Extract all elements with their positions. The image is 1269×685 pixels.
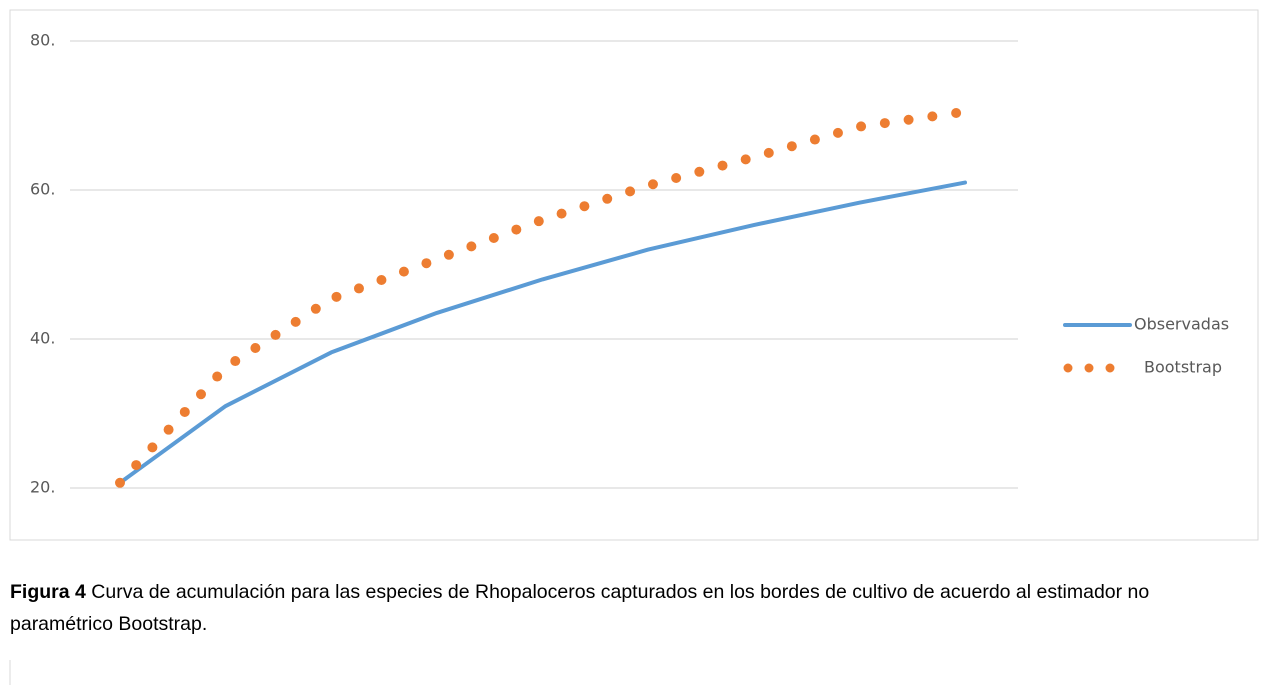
y-tick-label: 40. <box>30 329 55 348</box>
caption-text: Curva de acumulación para las especies d… <box>10 581 1150 635</box>
chart-frame <box>9 9 1259 541</box>
legend-label: Observadas <box>1134 315 1229 334</box>
series-line <box>115 106 970 488</box>
legend-label: Bootstrap <box>1144 358 1222 377</box>
caption-label: Figura 4 <box>10 581 86 603</box>
y-tick-label: 60. <box>30 180 55 199</box>
caption: Figura 4 Curva de acumulación para las e… <box>10 576 1255 640</box>
y-tick-label: 80. <box>30 31 55 50</box>
series-line <box>118 180 967 485</box>
y-tick-label: 20. <box>30 478 55 497</box>
